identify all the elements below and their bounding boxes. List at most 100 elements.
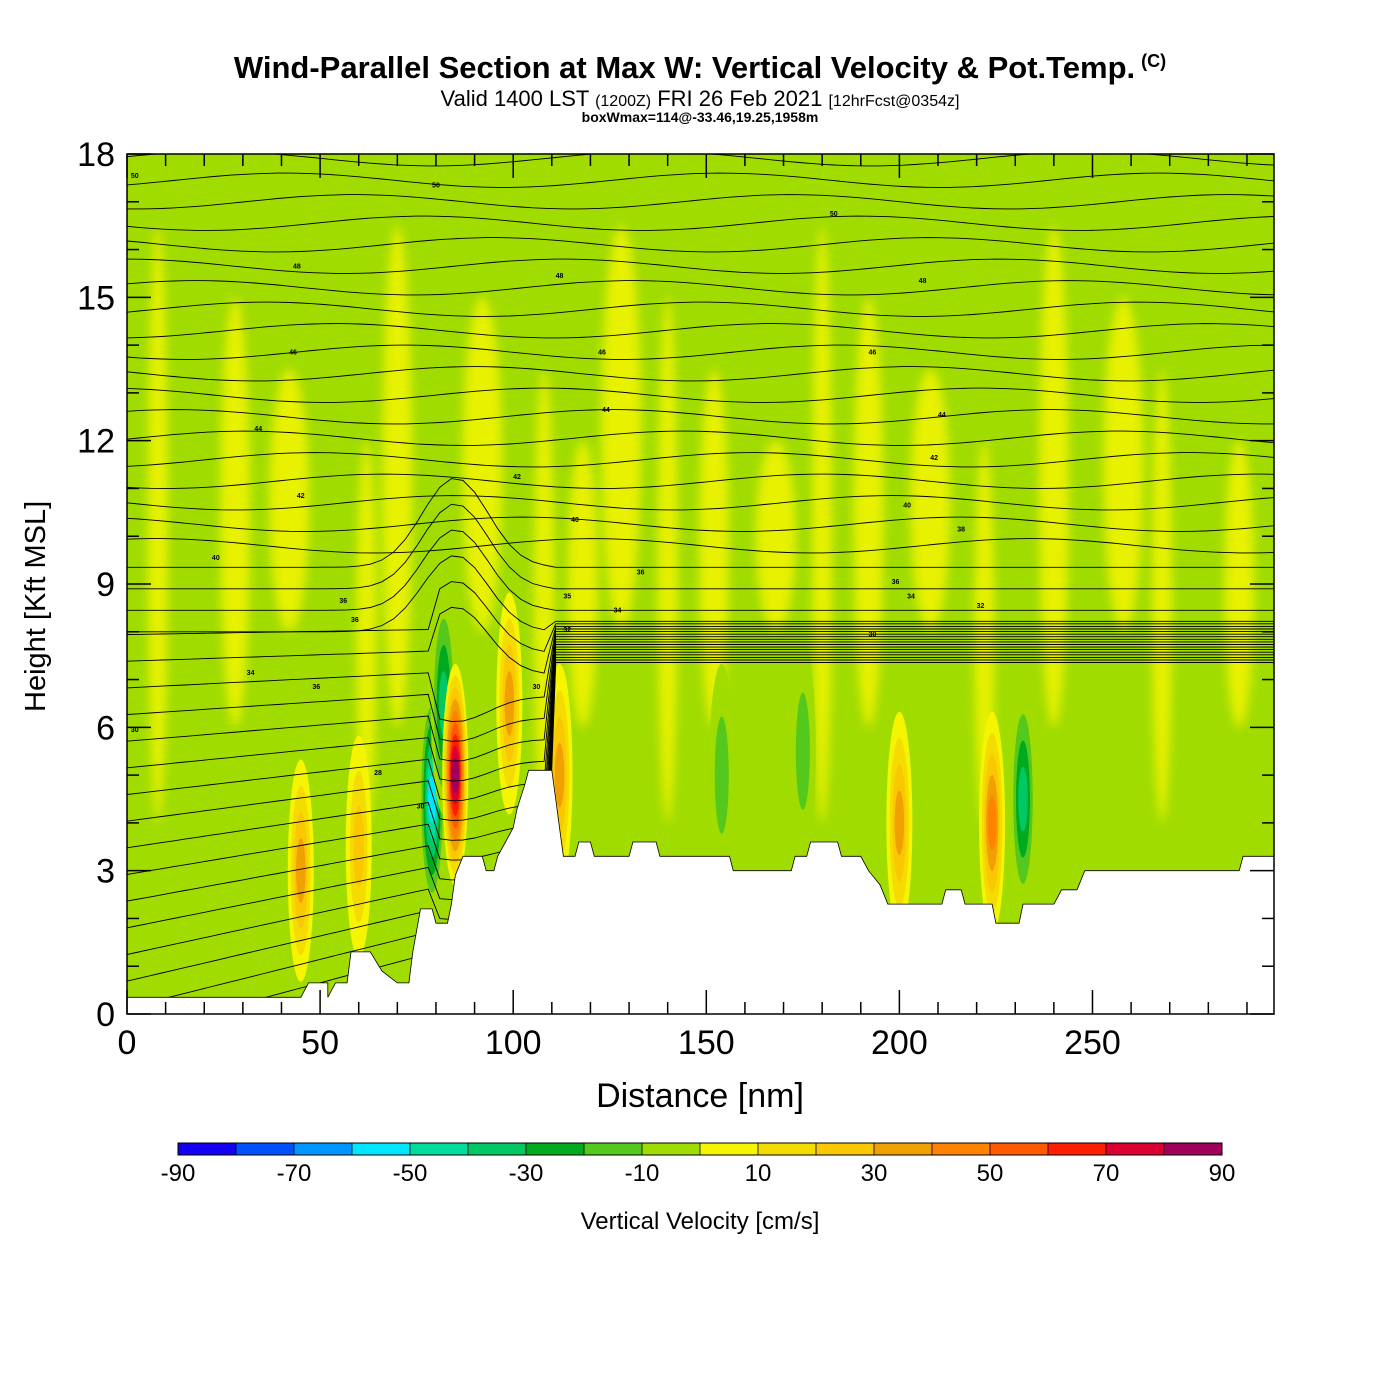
y-tick-label: 3 [96,853,115,891]
colorbar-tick-label: -30 [509,1160,544,1187]
chart-subtitle: Valid 1400 LST (1200Z) FRI 26 Feb 2021 [… [0,86,1400,112]
isentrope-label: 34 [614,608,622,615]
velocity-cell [296,838,306,903]
x-axis-label: Distance [nm] [596,1077,804,1115]
isentrope-line [127,409,1274,425]
updraft-band [755,440,796,632]
isentrope-line [127,606,1274,674]
x-tick-label: 50 [301,1024,339,1062]
updraft-band [462,297,503,632]
isentrope-line [127,636,1274,782]
colorbar-swatch [178,1143,237,1155]
isentrope-label: 48 [556,273,564,280]
isentrope-line [127,631,1274,742]
colorbar-tick-label: -70 [277,1160,312,1187]
updraft-band [1224,440,1255,728]
isentrope-line [127,430,1274,446]
isentrope-line [127,130,1274,144]
isentrope-line [127,237,1274,253]
y-tick-label: 15 [77,279,115,317]
colorbar-swatch [236,1143,295,1155]
isentrope-line [127,473,1274,489]
isentrope-label: 44 [254,426,262,433]
isentrope-label: 35 [563,593,571,600]
y-tick-label: 6 [96,709,115,747]
colorbar-tick-label: 90 [1209,1160,1236,1187]
updraft-band [269,369,310,632]
isentrope-label: 44 [602,407,610,414]
isentrope-label: 50 [131,173,139,180]
chart-title: Wind-Parallel Section at Max W: Vertical… [0,50,1400,86]
y-tick-label: 9 [96,566,115,604]
colorbar-tick-label: 50 [977,1160,1004,1187]
colorbar-tick-label: 10 [745,1160,772,1187]
colorbar-swatch [990,1143,1049,1155]
updraft-band [356,440,377,823]
velocity-cell [987,795,997,850]
x-tick-label: 200 [871,1024,928,1062]
colorbar-swatch [758,1143,817,1155]
updraft-band [1152,369,1173,823]
isentrope-label: 38 [957,526,965,533]
x-tick-label: 150 [678,1024,735,1062]
copyright-mark: (C) [1141,50,1167,71]
isentrope-label: 40 [571,517,579,524]
isentrope-line [127,644,1274,849]
colorbar-swatch [874,1143,933,1155]
updraft-band [147,225,168,823]
x-tick-label: 0 [118,1024,137,1062]
isentrope-label: 30 [417,804,425,811]
isentrope-line [127,628,1274,722]
colorbar-swatch [468,1143,527,1155]
isentrope-line [127,503,1274,590]
velocity-cell [1018,766,1028,832]
updraft-band [220,297,251,728]
box-info: boxWmax=114@-33.46,19.25,1958m [581,109,819,125]
isentrope-line [127,154,1274,167]
colorbar-swatch [816,1143,875,1155]
valid-date: FRI 26 Feb 2021 [657,86,823,111]
updraft-band [601,225,642,632]
isentrope-line [127,301,1274,317]
velocity-cell [451,757,459,793]
isentrope-label: 48 [919,278,927,285]
colorbar-tick-label: -90 [161,1160,196,1187]
isentrope-line [127,656,1274,982]
isentrope-line [127,172,1274,188]
x-tick-label: 250 [1064,1024,1121,1062]
isentrope-line [127,194,1274,210]
terrain-mask [127,769,1274,1014]
updraft-band [699,369,730,728]
colorbar-swatch [584,1143,643,1155]
isentrope-line [127,649,1274,902]
updraft-band [812,225,833,823]
colorbar-swatch [352,1143,411,1155]
isentrope-line [127,323,1274,339]
colorbar-swatch [526,1143,585,1155]
isentrope-label: 46 [289,350,297,357]
isentrope-label: 46 [868,350,876,357]
velocity-cell [795,692,810,810]
updraft-band [1103,297,1144,632]
valid-utc: (1200Z) [595,93,652,110]
isentrope-line [127,638,1274,802]
isentrope-label: 36 [892,579,900,586]
title-main: Wind-Parallel Section at Max W: Vertical… [233,50,1136,85]
isentrope-label: 30 [131,727,139,734]
isentrope-label: 36 [351,617,359,624]
isentrope-line [127,478,1274,568]
isentrope-label: 34 [247,670,255,677]
isentrope-label: 28 [374,770,382,777]
isentrope-label: 42 [513,474,521,481]
colorbar-tick-label: -50 [393,1160,428,1187]
y-tick-label: 0 [96,996,115,1034]
isentrope-line [127,646,1274,875]
forecast-info: [12hrFcst@0354z] [828,93,960,110]
isentrope-label: 50 [432,182,440,189]
isentrope-line [127,538,1274,554]
colorbar-swatch [932,1143,991,1155]
velocity-cell [894,790,905,856]
colorbar-tick-label: 70 [1093,1160,1120,1187]
isentrope-line [127,215,1274,231]
isentrope-line [127,387,1274,403]
